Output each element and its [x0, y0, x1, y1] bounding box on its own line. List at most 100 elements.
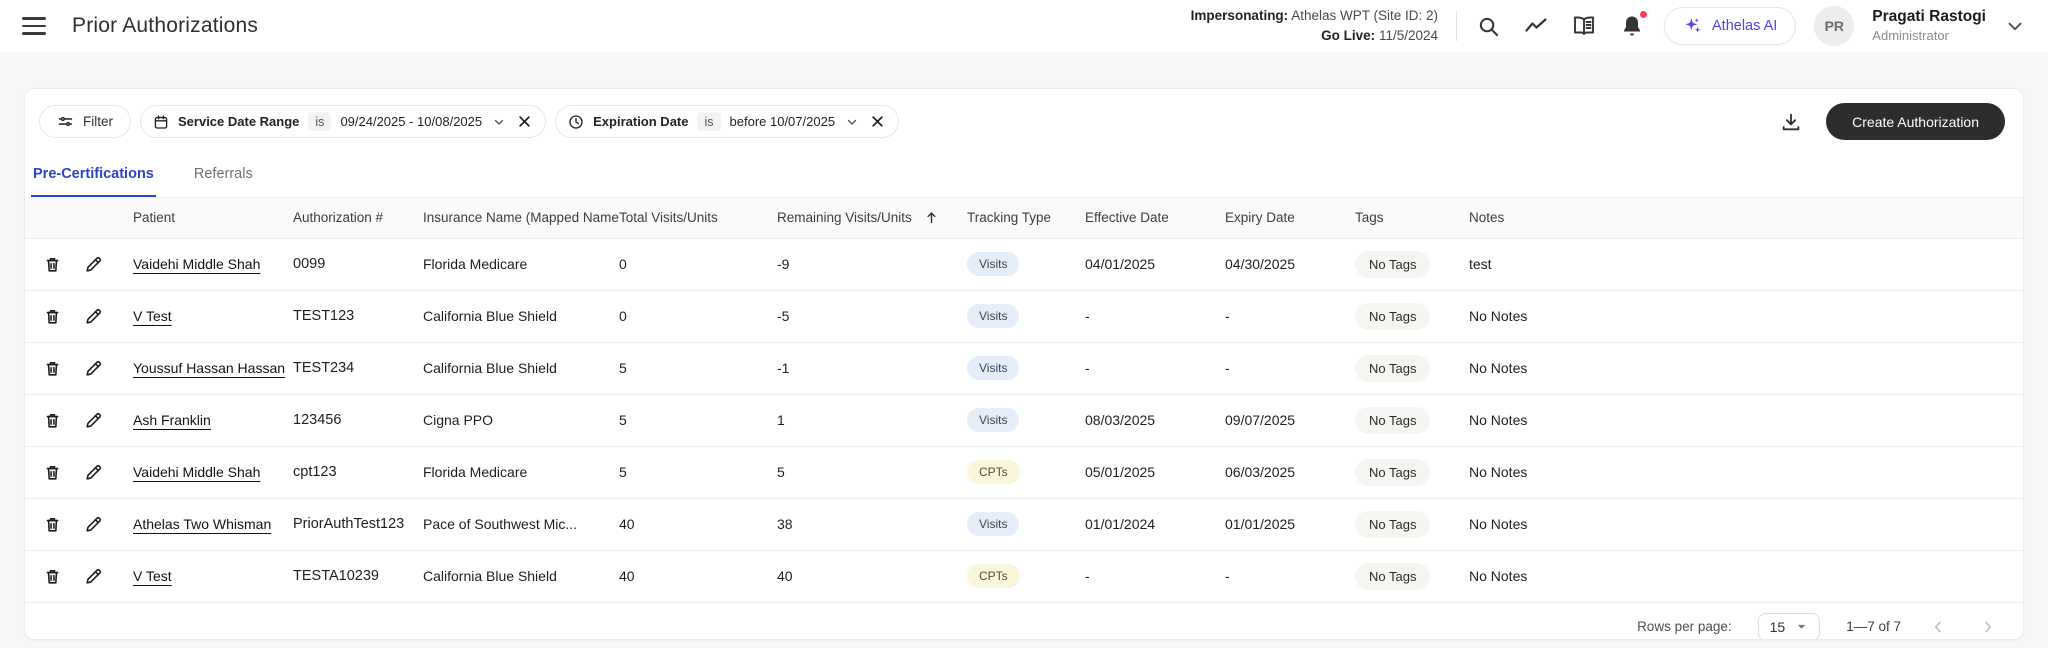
filter-pill-expiration-date[interactable]: Expiration Date is before 10/07/2025	[555, 105, 900, 138]
row-actions-cell	[25, 394, 133, 446]
tags-badge: No Tags	[1355, 510, 1431, 538]
edit-pencil-icon[interactable]	[75, 401, 113, 439]
total-visits-cell: 40	[619, 568, 635, 584]
delete-trash-icon[interactable]	[33, 297, 71, 335]
authorization-number-cell: 123456	[293, 412, 342, 428]
go-live-value: 11/5/2024	[1375, 28, 1438, 43]
column-header-tags[interactable]: Tags	[1355, 198, 1469, 239]
delete-trash-icon[interactable]	[33, 505, 71, 543]
column-header-insurance[interactable]: Insurance Name (Mapped Name)	[423, 198, 619, 239]
download-icon[interactable]	[1780, 111, 1802, 133]
patient-cell: Vaidehi Middle Shah	[133, 446, 293, 498]
filter-pill-service-date-range[interactable]: Service Date Range is 09/24/2025 - 10/08…	[140, 105, 547, 138]
delete-trash-icon[interactable]	[33, 557, 71, 595]
sort-ascending-icon[interactable]	[924, 210, 939, 225]
tags-cell: No Tags	[1355, 342, 1469, 394]
tracking-type-cell: Visits	[967, 290, 1085, 342]
total-visits-cell: 5	[619, 464, 627, 480]
patient-link[interactable]: Vaidehi Middle Shah	[133, 256, 261, 272]
row-actions-cell	[25, 550, 133, 602]
patient-link[interactable]: Youssuf Hassan Hassan	[133, 360, 286, 376]
tab-pre-certifications[interactable]: Pre-Certifications	[31, 156, 156, 197]
column-header-remaining-visits[interactable]: Remaining Visits/Units	[777, 198, 967, 239]
filter-button[interactable]: Filter	[39, 105, 131, 138]
column-header-notes[interactable]: Notes	[1469, 198, 2023, 239]
authorizations-table: Patient Authorization # Insurance Name (…	[25, 198, 2023, 603]
next-page-chevron-icon[interactable]	[1977, 616, 1999, 638]
edit-pencil-icon[interactable]	[75, 245, 113, 283]
tags-badge: No Tags	[1355, 250, 1431, 278]
edit-pencil-icon[interactable]	[75, 297, 113, 335]
avatar[interactable]: PR	[1814, 6, 1855, 46]
tracking-type-cell: Visits	[967, 342, 1085, 394]
authorization-number-cell: 0099	[293, 256, 326, 272]
column-header-tracking-type[interactable]: Tracking Type	[967, 198, 1085, 239]
delete-trash-icon[interactable]	[33, 245, 71, 283]
tracking-type-badge: Visits	[967, 356, 1020, 380]
pill-clear-icon[interactable]	[869, 113, 886, 130]
patient-link[interactable]: Vaidehi Middle Shah	[133, 464, 261, 480]
edit-pencil-icon[interactable]	[75, 453, 113, 491]
pill-clear-icon[interactable]	[516, 113, 533, 130]
effective-date-cell: -	[1085, 360, 1090, 376]
page-title: Prior Authorizations	[72, 14, 259, 37]
filter-toolbar: Filter Service Date Range is 09/24/2025 …	[25, 89, 2023, 150]
edit-pencil-icon[interactable]	[75, 505, 113, 543]
notes-cell: No Notes	[1469, 568, 1528, 584]
tags-cell: No Tags	[1355, 394, 1469, 446]
total-visits-cell: 40	[619, 516, 635, 532]
pill-field-label: Expiration Date	[593, 114, 689, 129]
patient-link[interactable]: Ash Franklin	[133, 412, 211, 428]
patient-cell: Youssuf Hassan Hassan	[133, 342, 293, 394]
column-header-authorization[interactable]: Authorization #	[293, 198, 423, 239]
column-header-total-visits[interactable]: Total Visits/Units	[619, 198, 777, 239]
column-header-effective-date[interactable]: Effective Date	[1085, 198, 1225, 239]
patient-link[interactable]: V Test	[133, 568, 172, 584]
create-authorization-button[interactable]: Create Authorization	[1826, 103, 2005, 140]
tracking-type-badge: Visits	[967, 304, 1020, 328]
athelas-ai-button[interactable]: Athelas AI	[1664, 7, 1797, 45]
user-menu-chevron-down-icon[interactable]	[2004, 15, 2026, 37]
tags-cell: No Tags	[1355, 290, 1469, 342]
notes-cell: No Notes	[1469, 464, 1528, 480]
insurance-name-cell: California Blue Shield	[423, 308, 557, 324]
edit-pencil-icon[interactable]	[75, 557, 113, 595]
pill-chevron-down-icon[interactable]	[844, 114, 860, 130]
search-icon[interactable]	[1475, 13, 1502, 40]
patient-link[interactable]: Athelas Two Whisman	[133, 516, 272, 532]
edit-pencil-icon[interactable]	[75, 349, 113, 387]
column-header-patient[interactable]: Patient	[133, 198, 293, 239]
tracking-type-cell: CPTs	[967, 446, 1085, 498]
notes-cell: No Notes	[1469, 360, 1528, 376]
delete-trash-icon[interactable]	[33, 349, 71, 387]
tracking-type-badge: CPTs	[967, 460, 1020, 484]
tags-badge: No Tags	[1355, 562, 1431, 590]
impersonating-value: Athelas WPT (Site ID: 2)	[1288, 7, 1438, 23]
filter-icon	[57, 113, 74, 130]
authorization-number-cell: TEST123	[293, 308, 355, 324]
tags-cell: No Tags	[1355, 550, 1469, 602]
insurance-name-cell: California Blue Shield	[423, 360, 557, 376]
trends-icon[interactable]	[1522, 12, 1550, 40]
remaining-visits-cell: 5	[777, 464, 785, 480]
docs-book-icon[interactable]	[1570, 12, 1598, 40]
table-row: V Test TESTA10239 California Blue Shield…	[25, 550, 2023, 602]
pill-operator: is	[308, 112, 332, 131]
expiry-date-cell: 01/01/2025	[1225, 516, 1296, 532]
column-header-expiry-date[interactable]: Expiry Date	[1225, 198, 1355, 239]
pill-chevron-down-icon[interactable]	[491, 114, 507, 130]
expiry-date-cell: -	[1225, 308, 1230, 324]
previous-page-chevron-icon[interactable]	[1927, 616, 1949, 638]
hamburger-menu-icon[interactable]	[22, 17, 46, 35]
notifications-bell-icon[interactable]	[1618, 9, 1649, 40]
patient-link[interactable]: V Test	[133, 308, 172, 324]
rows-per-page-select[interactable]: 15	[1757, 612, 1821, 639]
tags-badge: No Tags	[1355, 302, 1431, 330]
tracking-type-badge: Visits	[967, 408, 1020, 432]
delete-trash-icon[interactable]	[33, 401, 71, 439]
pill-operator: is	[697, 112, 721, 131]
delete-trash-icon[interactable]	[33, 453, 71, 491]
top-bar: Prior Authorizations Impersonating: Athe…	[0, 0, 2048, 52]
tab-referrals[interactable]: Referrals	[192, 156, 255, 197]
tags-cell: No Tags	[1355, 238, 1469, 290]
